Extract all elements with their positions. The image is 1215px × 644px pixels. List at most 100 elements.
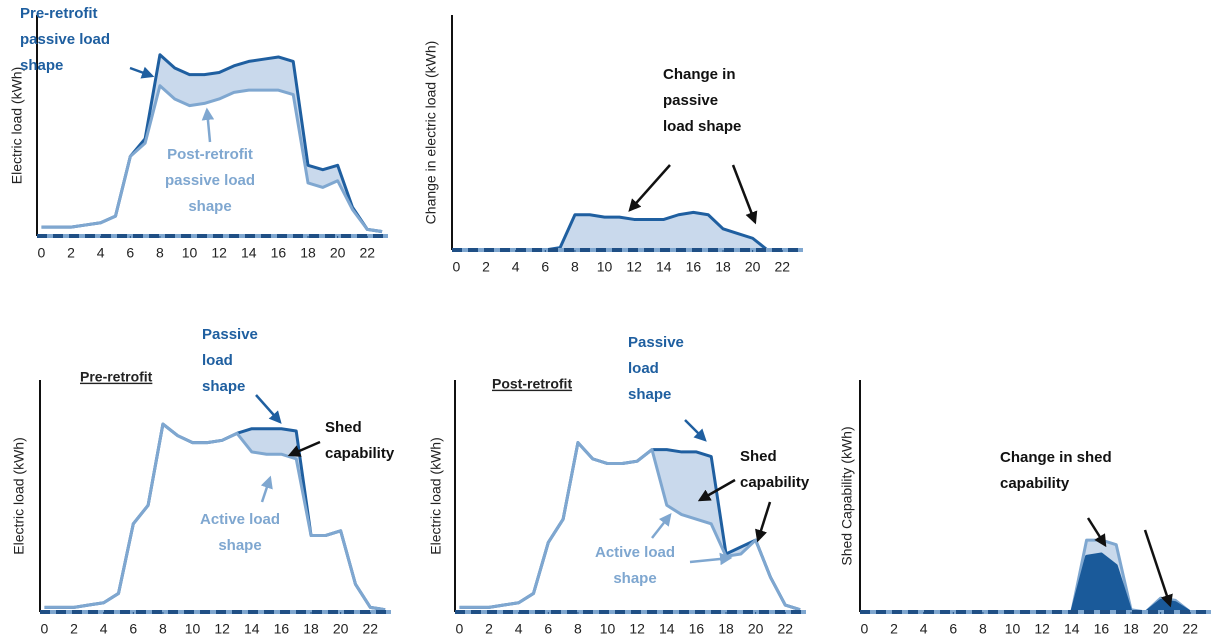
annotation: Post-retrofit [167,146,253,163]
annotation-arrow [755,501,772,543]
x-tick-label: 12 [214,621,230,637]
annotation-arrow [689,552,733,566]
annotation: Active load [200,511,280,528]
x-tick-label: 14 [241,245,257,261]
y-axis-label: Electric load (kWh) [11,437,27,554]
annotation-arrow [731,164,758,225]
x-tick-label: 14 [244,621,260,637]
annotation: shape [202,378,245,395]
annotation-arrow [1143,529,1173,608]
x-tick-label: 0 [38,245,46,261]
annotation: shape [628,386,671,403]
annotation: capability [740,474,810,491]
x-tick-label: 12 [629,621,645,637]
x-tick-label: 4 [100,621,108,637]
x-tick-label: 0 [453,259,461,275]
annotation: shape [188,198,231,215]
x-tick-label: 18 [303,621,319,637]
annotation-arrow [651,513,672,539]
x-tick-label: 10 [1005,621,1021,637]
x-tick-label: 2 [485,621,493,637]
x-tick-label: 22 [362,621,378,637]
x-tick-label: 0 [41,621,49,637]
load-line [41,84,383,234]
x-tick-label: 14 [1064,621,1080,637]
annotation-arrow [255,394,282,424]
annotation-arrow [260,475,273,503]
x-tick-label: 6 [129,621,137,637]
annotation-arrow [684,419,707,442]
annotation: passive load [20,31,110,48]
x-tick-label: 2 [70,621,78,637]
annotation: Change in shed [1000,449,1112,466]
x-tick-label: 0 [456,621,464,637]
annotation: capability [325,445,395,462]
x-tick-label: 10 [185,621,201,637]
x-tick-label: 22 [774,259,790,275]
x-tick-label: 18 [718,621,734,637]
annotation: Shed [325,419,362,436]
area-fill [456,212,798,250]
annotation: Change in [663,66,736,83]
panel-subtitle: Post-retrofit [492,376,572,392]
annotation: capability [1000,475,1070,492]
x-tick-label: 16 [274,621,290,637]
x-tick-label: 4 [515,621,523,637]
x-tick-label: 0 [861,621,869,637]
annotation-arrow [1086,517,1107,548]
x-tick-label: 20 [745,259,761,275]
x-tick-label: 4 [512,259,520,275]
annotation: passive [663,92,718,109]
panel-subtitle: Pre-retrofit [80,369,153,385]
annotation: Active load [595,544,675,561]
x-tick-label: 6 [544,621,552,637]
x-tick-label: 2 [890,621,898,637]
annotation-arrow [628,164,671,212]
x-tick-label: 14 [659,621,675,637]
x-tick-label: 20 [1153,621,1169,637]
x-tick-label: 8 [159,621,167,637]
annotation: load shape [663,118,741,135]
x-tick-label: 12 [626,259,642,275]
annotation: load [202,352,233,369]
y-axis-label: Electric load (kWh) [9,67,25,184]
x-tick-label: 2 [67,245,75,261]
x-tick-label: 8 [979,621,987,637]
annotation-arrow [129,66,155,79]
x-tick-label: 6 [126,245,134,261]
y-axis-label: Electric load (kWh) [428,437,444,554]
x-tick-label: 6 [541,259,549,275]
x-tick-label: 20 [330,245,346,261]
annotation: shape [218,537,261,554]
annotation-arrow [287,440,321,457]
x-tick-label: 16 [686,259,702,275]
x-tick-label: 22 [777,621,793,637]
x-tick-label: 8 [574,621,582,637]
annotation: Pre-retrofit [20,5,98,22]
load-line [459,441,801,612]
x-tick-label: 10 [597,259,613,275]
x-tick-label: 18 [715,259,731,275]
y-axis-label: Change in electric load (kWh) [423,41,439,225]
x-tick-label: 8 [571,259,579,275]
x-tick-label: 8 [156,245,164,261]
x-tick-label: 6 [949,621,957,637]
x-tick-label: 16 [271,245,287,261]
load-line [44,422,386,612]
x-tick-label: 10 [600,621,616,637]
annotation: passive load [165,172,255,189]
x-tick-label: 2 [482,259,490,275]
annotation: load [628,360,659,377]
x-tick-label: 4 [920,621,928,637]
x-tick-label: 20 [333,621,349,637]
x-tick-label: 4 [97,245,105,261]
x-tick-label: 14 [656,259,672,275]
shed-band [41,54,383,232]
x-tick-label: 16 [1094,621,1110,637]
x-tick-label: 20 [748,621,764,637]
x-tick-label: 22 [1182,621,1198,637]
x-tick-label: 12 [1034,621,1050,637]
load-line [864,538,1206,614]
annotation: shape [20,57,63,74]
x-tick-label: 18 [1123,621,1139,637]
